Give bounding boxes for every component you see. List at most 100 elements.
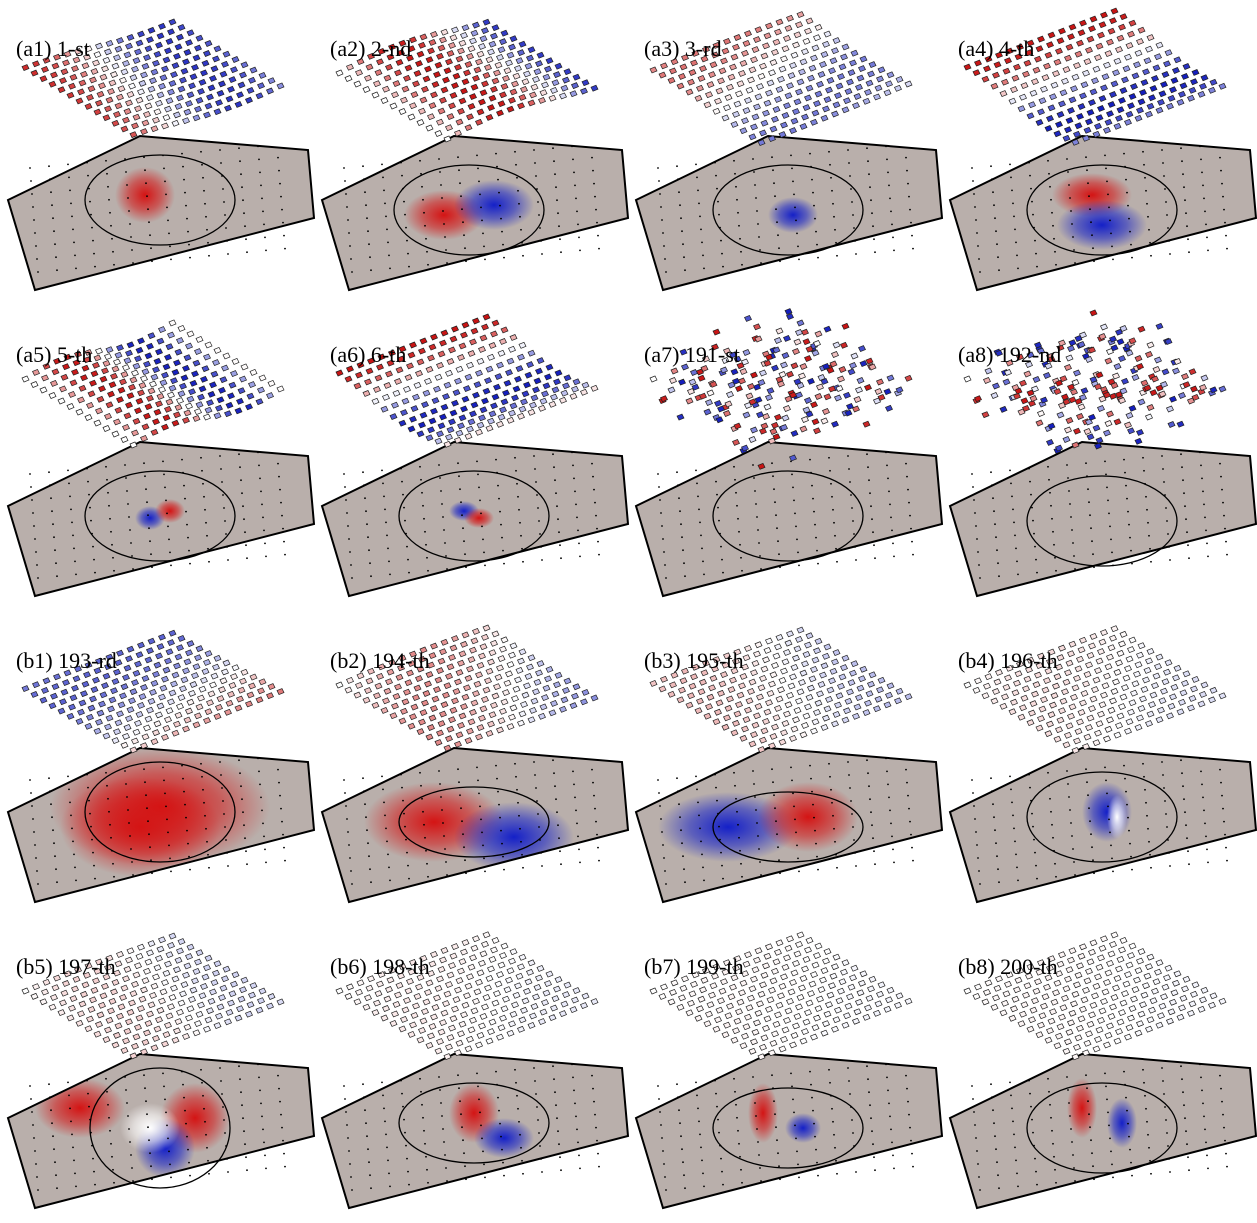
spin: [1118, 355, 1126, 363]
spin: [466, 52, 474, 60]
spin: [87, 704, 96, 712]
spin: [1074, 335, 1083, 342]
lattice-dot: [556, 505, 558, 508]
spin: [1100, 11, 1108, 19]
spin: [802, 1018, 811, 1026]
spin: [71, 985, 79, 993]
spin: [856, 684, 865, 692]
spin: [590, 694, 599, 702]
lattice-dot: [828, 1068, 830, 1071]
lattice-dot: [572, 770, 574, 773]
spin: [457, 721, 465, 729]
spin: [84, 348, 93, 356]
lattice-dot: [554, 1091, 556, 1094]
lattice-dot: [847, 455, 849, 457]
lattice-dot: [203, 1107, 205, 1110]
lattice-dot: [362, 1083, 364, 1086]
spin: [114, 45, 123, 53]
lattice-dot: [1143, 163, 1145, 166]
spin: [1005, 359, 1014, 367]
panel: (a8) 192-nd: [948, 309, 1257, 598]
lattice-dot: [658, 180, 660, 182]
lattice-dot: [735, 1103, 737, 1106]
spin: [140, 375, 148, 382]
lattice-dot: [816, 549, 818, 552]
lattice-dot: [834, 228, 836, 231]
lattice-dot: [977, 857, 979, 859]
lattice-dot: [35, 551, 37, 553]
lattice-dot: [427, 569, 429, 572]
lattice-dot: [1087, 794, 1089, 797]
spin: [862, 97, 871, 105]
lattice-dot: [419, 771, 421, 774]
spin: [60, 373, 69, 381]
lattice-dot: [348, 844, 350, 846]
spin: [129, 376, 138, 384]
spin: [974, 395, 982, 403]
spin: [496, 361, 504, 369]
spin: [410, 91, 419, 99]
spin: [781, 963, 790, 971]
spin: [188, 995, 196, 1003]
spin: [248, 76, 256, 84]
lattice-dot: [557, 518, 559, 521]
lattice-dot: [1054, 556, 1056, 559]
spin: [449, 706, 458, 714]
lattice-dot: [165, 193, 167, 196]
spin: [1026, 656, 1035, 664]
spin: [750, 123, 758, 131]
spin: [499, 952, 507, 959]
spin: [491, 77, 500, 85]
spin: [813, 34, 821, 42]
spin: [865, 690, 874, 698]
lattice-dot: [552, 147, 554, 150]
lattice-dot: [517, 801, 519, 804]
spin: [400, 409, 408, 416]
spin: [886, 71, 895, 79]
spin: [527, 1022, 536, 1029]
lattice-dot: [476, 1072, 478, 1075]
spin: [464, 61, 473, 68]
spin: [697, 374, 706, 382]
spin: [741, 49, 749, 57]
lattice-dot: [892, 542, 894, 545]
spin: [732, 439, 740, 446]
spin: [246, 86, 255, 94]
spin: [416, 119, 425, 126]
spin: [829, 360, 838, 368]
lattice-dot: [718, 213, 720, 216]
lattice-dot: [208, 1172, 210, 1175]
spin: [515, 667, 524, 674]
spin: [1109, 634, 1117, 642]
lattice-dot: [108, 504, 110, 507]
spin: [885, 996, 893, 1004]
spin: [204, 1016, 213, 1024]
lattice-dot: [908, 501, 910, 504]
lattice-dot: [522, 866, 524, 869]
lattice-dot: [1131, 256, 1133, 259]
spin: [1074, 398, 1083, 405]
spin: [1077, 29, 1086, 37]
spin: [48, 80, 57, 88]
lattice-dot: [791, 473, 793, 476]
lattice-dot: [1181, 466, 1183, 469]
spin: [1046, 115, 1054, 122]
spin: [771, 48, 779, 56]
lattice-dot: [1204, 822, 1206, 825]
spin: [194, 1020, 202, 1028]
spin: [856, 377, 865, 384]
spin: [1026, 112, 1035, 120]
spin: [237, 387, 246, 395]
spin: [89, 996, 97, 1004]
spin: [427, 661, 435, 669]
spin: [735, 701, 743, 708]
spin: [744, 951, 752, 959]
spin: [428, 652, 437, 659]
spin: [1004, 674, 1012, 682]
spin: [703, 408, 712, 416]
spin: [153, 720, 162, 728]
lattice-dot: [1143, 469, 1145, 472]
lattice-dot: [219, 1067, 221, 1069]
spin: [68, 703, 76, 711]
spin: [765, 22, 773, 30]
